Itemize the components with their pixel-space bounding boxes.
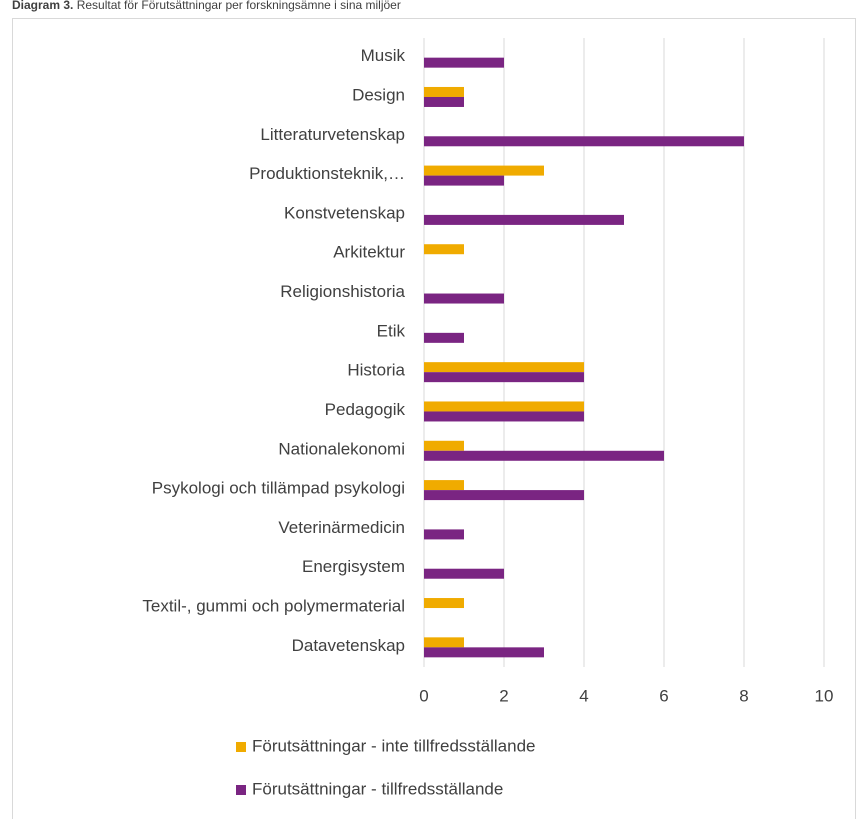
y-tick-label: Pedagogik <box>325 400 406 419</box>
y-tick-label: Arkitektur <box>333 243 405 262</box>
bar <box>424 86 464 97</box>
chart-title: Diagram 3. Resultat för Förutsättningar … <box>12 0 401 12</box>
y-tick-label: Textil-, gummi och polymermaterial <box>142 597 405 616</box>
x-tick-label: 0 <box>419 686 428 705</box>
y-tick-label: Nationalekonomi <box>278 439 405 458</box>
y-tick-label: Historia <box>347 361 405 380</box>
bar <box>424 647 544 658</box>
bar <box>424 440 464 451</box>
bar <box>424 332 464 343</box>
bar <box>424 372 584 383</box>
bar <box>424 401 584 412</box>
title-text: Resultat för Förutsättningar per forskni… <box>77 0 401 12</box>
legend-label: Förutsättningar - tillfredsställande <box>252 779 503 798</box>
bar <box>424 568 504 579</box>
y-tick-label: Produktionsteknik,… <box>249 164 405 183</box>
y-tick-label: Etik <box>377 321 406 340</box>
bar <box>424 293 504 304</box>
x-tick-label: 2 <box>499 686 508 705</box>
bar <box>424 214 624 225</box>
legend-swatch <box>236 742 246 752</box>
y-tick-label: Energisystem <box>302 557 405 576</box>
bar <box>424 136 744 147</box>
y-tick-label: Design <box>352 85 405 104</box>
bar <box>424 529 464 540</box>
bar <box>424 411 584 422</box>
legend-label: Förutsättningar - inte tillfredsställand… <box>252 736 535 755</box>
x-tick-label: 6 <box>659 686 668 705</box>
bar <box>424 57 504 68</box>
bar <box>424 362 584 373</box>
title-label: Diagram 3. <box>12 0 73 12</box>
bar <box>424 637 464 648</box>
bar <box>424 165 544 176</box>
bar <box>424 96 464 107</box>
y-tick-label: Psykologi och tillämpad psykologi <box>152 479 405 498</box>
y-tick-label: Religionshistoria <box>280 282 405 301</box>
x-tick-label: 8 <box>739 686 748 705</box>
y-tick-label: Veterinärmedicin <box>278 518 405 537</box>
bar <box>424 490 584 501</box>
x-tick-label: 10 <box>815 686 834 705</box>
y-tick-label: Litteraturvetenskap <box>260 125 405 144</box>
bar <box>424 480 464 491</box>
bar <box>424 598 464 609</box>
y-tick-label: Konstvetenskap <box>284 203 405 222</box>
y-tick-label: Musik <box>361 46 406 65</box>
bar <box>424 175 504 186</box>
y-tick-label: Datavetenskap <box>292 636 405 655</box>
x-tick-label: 4 <box>579 686 588 705</box>
bar <box>424 450 664 461</box>
legend-swatch <box>236 785 246 795</box>
bar <box>424 244 464 255</box>
